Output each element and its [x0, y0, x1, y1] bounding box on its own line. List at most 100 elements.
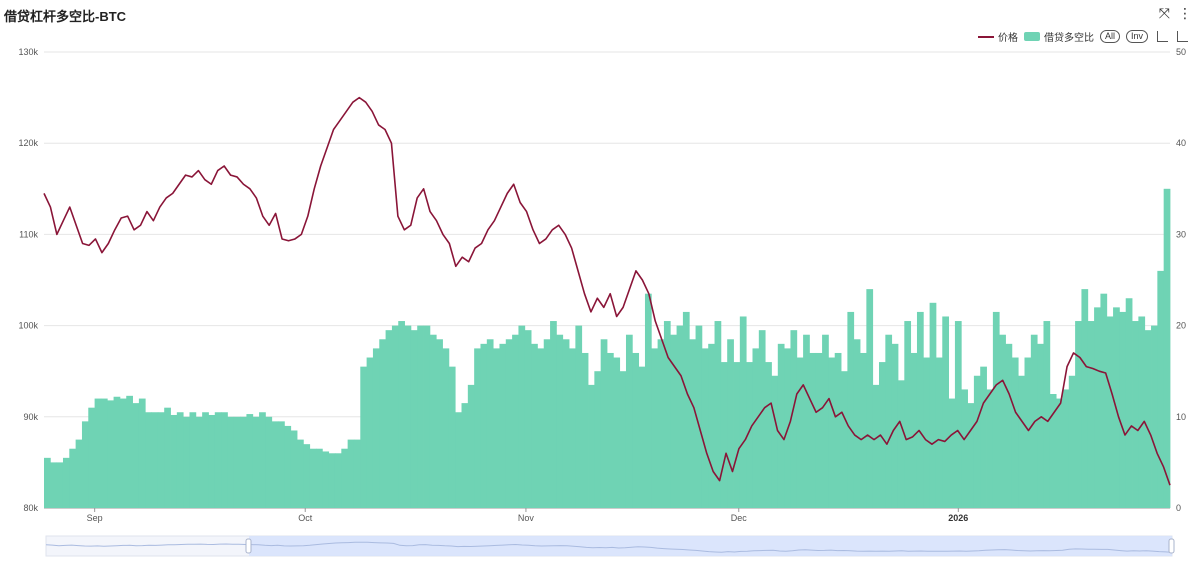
- ratio-bar: [727, 339, 734, 508]
- ratio-bar: [872, 384, 880, 508]
- ratio-bar: [828, 357, 836, 508]
- y-axis-right: 0 10 20 30 40 50: [1176, 47, 1186, 513]
- ratio-bar: [733, 362, 741, 508]
- ratio-bar: [1075, 321, 1082, 508]
- ratio-bar: [480, 343, 488, 508]
- ratio-bar: [410, 330, 418, 508]
- legend-all-button[interactable]: All: [1099, 30, 1120, 43]
- legend-swatch-ratio: [1023, 32, 1040, 41]
- ratio-bar: [461, 403, 469, 508]
- ratio-bar: [1024, 357, 1032, 508]
- zoom-handle-right: [1168, 538, 1175, 554]
- ratio-bar: [303, 444, 311, 508]
- ratio-bar: [644, 293, 652, 508]
- ratio-bar: [1037, 343, 1044, 508]
- ratio-bar: [1018, 375, 1025, 508]
- ratio-bar: [682, 311, 690, 508]
- ratio-bar: [1081, 289, 1089, 508]
- ratio-bar: [1100, 293, 1108, 508]
- ratio-bar: [600, 339, 608, 508]
- ratio-bar: [980, 366, 987, 508]
- ratio-bar: [758, 330, 766, 508]
- ratio-bar: [240, 416, 247, 508]
- ratio-bar: [176, 412, 184, 508]
- crop-icon[interactable]: [1157, 31, 1168, 42]
- ratio-bar: [221, 412, 228, 508]
- ratio-bar: [803, 334, 810, 508]
- x-tick-label: Sep: [87, 513, 103, 523]
- ratio-bar: [341, 448, 349, 508]
- y-right-tick-label: 0: [1176, 503, 1181, 513]
- ratio-bar: [689, 339, 696, 508]
- ratio-bar: [771, 375, 779, 508]
- ratio-bar: [575, 325, 583, 508]
- ratio-bar: [360, 366, 368, 508]
- y-right-tick-label: 10: [1176, 412, 1186, 422]
- ratio-bar: [316, 448, 323, 508]
- ratio-bar: [619, 371, 627, 508]
- ratio-bar: [581, 352, 589, 508]
- ratio-bar: [278, 421, 285, 508]
- legend-label-price: 价格: [997, 33, 1018, 44]
- ratio-bar: [1125, 298, 1133, 508]
- ratio-bar: [657, 339, 665, 508]
- expand-icon[interactable]: ⤧: [1158, 5, 1170, 21]
- legend: 价格 借贷多空比 All Inv: [977, 29, 1188, 44]
- ratio-bar: [879, 362, 886, 508]
- ratio-bar: [948, 398, 956, 508]
- ratio-bar: [202, 412, 209, 508]
- ratio-bar: [505, 339, 513, 508]
- ratio-bar: [1011, 357, 1019, 508]
- ratio-bar: [448, 366, 456, 508]
- ratio-bar: [1043, 321, 1051, 508]
- data-zoom-slider[interactable]: [45, 535, 1175, 557]
- ratio-bar: [265, 416, 273, 508]
- ratio-bar: [164, 407, 171, 508]
- price-line: [43, 96, 1171, 486]
- ratio-bar: [708, 343, 715, 508]
- ratio-bar: [929, 302, 937, 508]
- top-toolbar: ⤧ ⋮: [1159, 6, 1192, 20]
- reset-zoom-icon[interactable]: [1177, 31, 1188, 42]
- ratio-bar: [391, 325, 399, 508]
- ratio-bar: [739, 316, 747, 508]
- ratio-bar: [841, 371, 848, 508]
- ratio-bar: [973, 375, 981, 508]
- ratio-bar: [284, 425, 292, 508]
- ratio-bar: [822, 334, 829, 508]
- ratio-bar: [942, 316, 949, 508]
- ratio-bar: [695, 325, 703, 508]
- ratio-bar: [214, 412, 222, 508]
- ratio-bar: [986, 389, 994, 508]
- ratio-bar: [1005, 343, 1013, 508]
- x-tick-label: 2026: [948, 513, 968, 523]
- ratio-bar: [499, 343, 507, 508]
- ratio-bar: [809, 352, 817, 508]
- ratio-bar: [834, 352, 842, 508]
- ratio-bar: [1144, 330, 1152, 508]
- x-axis: Sep Oct Nov Dec 2026: [87, 508, 968, 523]
- ratio-bar: [486, 339, 494, 508]
- ratio-bar: [297, 439, 304, 508]
- legend-item-ratio[interactable]: 借贷多空比: [1023, 29, 1094, 44]
- ratio-bar: [157, 412, 165, 508]
- ratio-bar: [372, 348, 380, 508]
- ratio-bar: [676, 325, 684, 508]
- ratio-bar: [562, 339, 570, 508]
- legend-inv-button[interactable]: Inv: [1125, 30, 1148, 43]
- ratio-bar: [847, 311, 855, 508]
- ratio-bar: [607, 352, 614, 508]
- ratio-bar: [992, 311, 1000, 508]
- ratio-bar: [891, 343, 899, 508]
- ratio-bar: [588, 384, 595, 508]
- ratio-bar: [398, 321, 405, 508]
- chart-title: 借贷杠杆多空比-BTC: [4, 9, 127, 24]
- ratio-bar: [353, 439, 361, 508]
- ratio-bar: [442, 348, 450, 508]
- ratio-bar: [796, 357, 804, 508]
- more-vertical-icon[interactable]: ⋮: [1178, 5, 1192, 21]
- y-left-tick-label: 130k: [18, 47, 38, 57]
- legend-item-price[interactable]: 价格: [977, 29, 1018, 44]
- ratio-bar: [328, 453, 336, 508]
